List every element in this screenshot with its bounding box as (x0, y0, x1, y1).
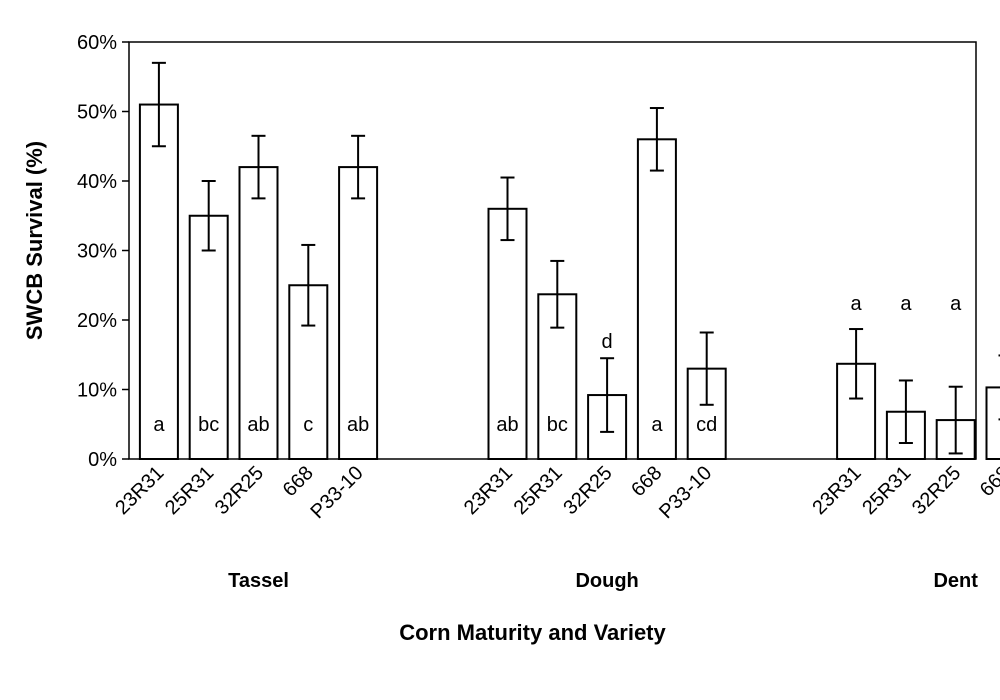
significance-letter: bc (198, 414, 219, 436)
y-tick-label: 10% (77, 380, 117, 402)
x-category-label: P33-10 (306, 462, 367, 523)
significance-letter: a (153, 414, 165, 436)
bar (338, 166, 379, 460)
x-category-label: 668 (976, 462, 1000, 501)
significance-letter: ab (347, 414, 369, 436)
x-category-label: 23R31 (808, 462, 865, 519)
significance-letter: a (851, 293, 863, 315)
x-category-label: 32R25 (211, 462, 268, 519)
x-category-label: 25R31 (858, 462, 915, 519)
bar (487, 207, 528, 460)
significance-letter: d (602, 331, 613, 353)
bar (985, 386, 1000, 461)
group-label-dough: Dough (575, 570, 638, 592)
x-category-label: 25R31 (161, 462, 218, 519)
y-tick-label: 0% (88, 449, 117, 471)
bar (636, 138, 677, 461)
significance-letter: ab (496, 414, 518, 436)
y-axis-ticks: 0% 10% 20% 30% 40% 50% 60% (77, 32, 129, 471)
significance-letter: a (900, 293, 912, 315)
x-axis-title: Corn Maturity and Variety (399, 620, 666, 645)
y-tick-label: 40% (77, 171, 117, 193)
group-label-tassel: Tassel (228, 570, 289, 592)
significance-letter: a (950, 293, 962, 315)
x-category-label: 668 (279, 462, 318, 501)
x-category-label: 32R25 (908, 462, 965, 519)
bars-layer: abcabcababbcdacdaaaaa (138, 61, 1000, 461)
significance-letter: c (303, 414, 313, 436)
y-axis-title: SWCB Survival (%) (22, 141, 47, 340)
bar (138, 103, 179, 461)
y-tick-label: 50% (77, 102, 117, 124)
group-label-dent: Dent (933, 570, 978, 592)
significance-letter: a (651, 414, 663, 436)
y-tick-label: 60% (77, 32, 117, 54)
x-category-label: 23R31 (111, 462, 168, 519)
x-category-label: P33-10 (655, 462, 716, 523)
significance-letter: ab (247, 414, 269, 436)
significance-letter: bc (547, 414, 568, 436)
y-tick-label: 30% (77, 241, 117, 263)
significance-letter: cd (696, 414, 717, 436)
y-tick-label: 20% (77, 310, 117, 332)
x-category-label: 32R25 (559, 462, 616, 519)
group-labels: Tassel Dough Dent (228, 570, 978, 592)
x-category-label: 668 (627, 462, 666, 501)
plot-area-border (128, 41, 977, 460)
x-category-label: 23R31 (460, 462, 517, 519)
x-category-label: 25R31 (510, 462, 567, 519)
